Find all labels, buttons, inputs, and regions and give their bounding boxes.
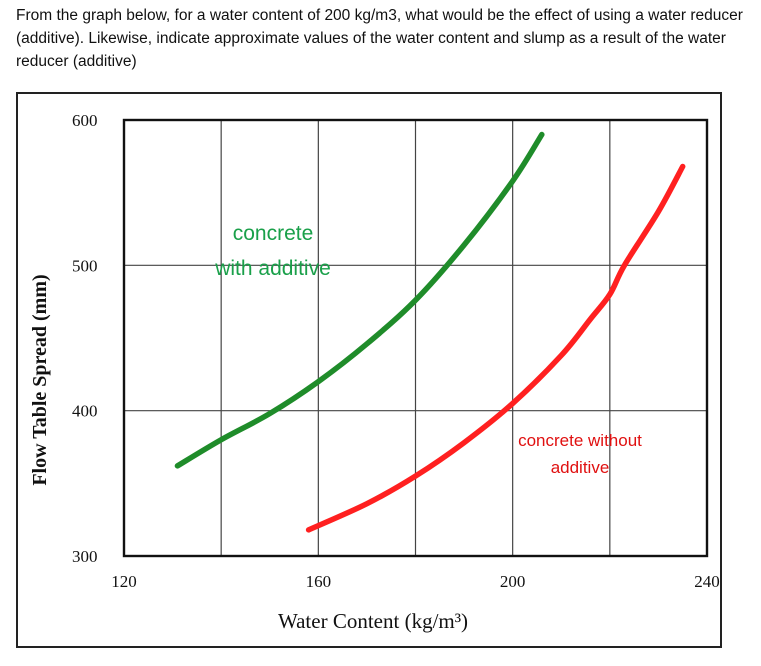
y-tick-label: 500: [72, 256, 98, 275]
tick-labels: 120 160 200 240 300 400 500 600: [72, 111, 720, 591]
x-tick-label: 240: [694, 572, 720, 591]
x-tick-label: 160: [306, 572, 332, 591]
question-text: From the graph below, for a water conten…: [16, 7, 743, 70]
x-tick-label: 200: [500, 572, 526, 591]
plot-border: [122, 118, 709, 558]
flow-spread-chart: 120 160 200 240 300 400 500 600 concrete with ad…: [29, 111, 720, 633]
series-label-concrete-without-additive: additive: [551, 458, 610, 477]
x-tick-label: 120: [111, 572, 137, 591]
series-lines: [174, 131, 686, 533]
axes: [122, 118, 709, 558]
y-axis-label: Flow Table Spread (mm): [29, 274, 51, 485]
series-label-concrete-with-additive: concrete: [233, 222, 314, 245]
x-axis-label: Water Content (kg/m³): [278, 609, 468, 633]
grid-lines: [124, 120, 707, 556]
chart-frame: 120 160 200 240 300 400 500 600 concrete with ad…: [16, 92, 722, 648]
series-labels: concrete with additive concrete without add…: [214, 222, 642, 477]
y-tick-label: 300: [72, 547, 98, 566]
y-tick-label: 600: [72, 111, 98, 130]
series-line-concrete-without-additive: [305, 163, 686, 533]
series-line-concrete-with-additive: [174, 131, 545, 469]
series-label-concrete-without-additive: concrete without: [518, 431, 642, 450]
y-tick-label: 400: [72, 402, 98, 421]
series-label-concrete-with-additive: with additive: [214, 257, 331, 280]
